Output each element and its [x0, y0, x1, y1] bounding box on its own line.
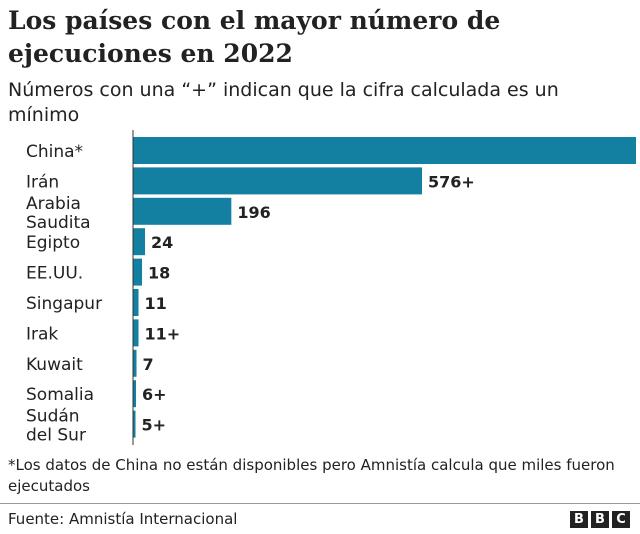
value-label: 7: [143, 355, 154, 374]
category-label: Irak: [26, 324, 58, 344]
bar: [133, 167, 422, 195]
category-label: China*: [26, 142, 83, 162]
chart-title: Los países con el mayor número de ejecuc…: [8, 6, 501, 68]
category-label: Somalia: [26, 385, 94, 405]
bar: [133, 228, 146, 256]
bar: [133, 380, 137, 408]
bar-chart: China* Irán 576+ Arabia Saudita 196 Egipto 24 EE…: [26, 130, 636, 446]
category-label: Kuwait: [26, 355, 83, 375]
value-label: 18: [148, 264, 170, 283]
value-label: 24: [151, 233, 173, 252]
source: Fuente: Amnistía Internacional: [8, 510, 238, 528]
bar: [133, 319, 139, 347]
category-label: Irán: [26, 172, 59, 192]
footnote: *Los datos de China no están disponibles…: [8, 456, 615, 495]
value-label: 196: [237, 203, 270, 222]
value-label: 5+: [142, 416, 167, 435]
bar: [133, 137, 636, 164]
value-label: 6+: [142, 385, 167, 404]
bar: [133, 410, 136, 438]
value-label: 11: [145, 294, 167, 313]
category-label: Sudán del Sur: [26, 407, 86, 446]
value-label: 576+: [428, 172, 475, 191]
bar: [133, 349, 137, 377]
bar: [133, 197, 232, 225]
category-label: Egipto: [26, 233, 80, 253]
value-label: 11+: [145, 324, 181, 343]
category-label: Singapur: [26, 294, 102, 314]
chart-subtitle: Números con una “+” indican que la cifra…: [8, 79, 559, 126]
bar: [133, 258, 143, 286]
divider: [0, 503, 640, 504]
category-label: EE.UU.: [26, 264, 83, 284]
category-label: Arabia Saudita: [26, 194, 91, 233]
bar: [133, 289, 139, 316]
